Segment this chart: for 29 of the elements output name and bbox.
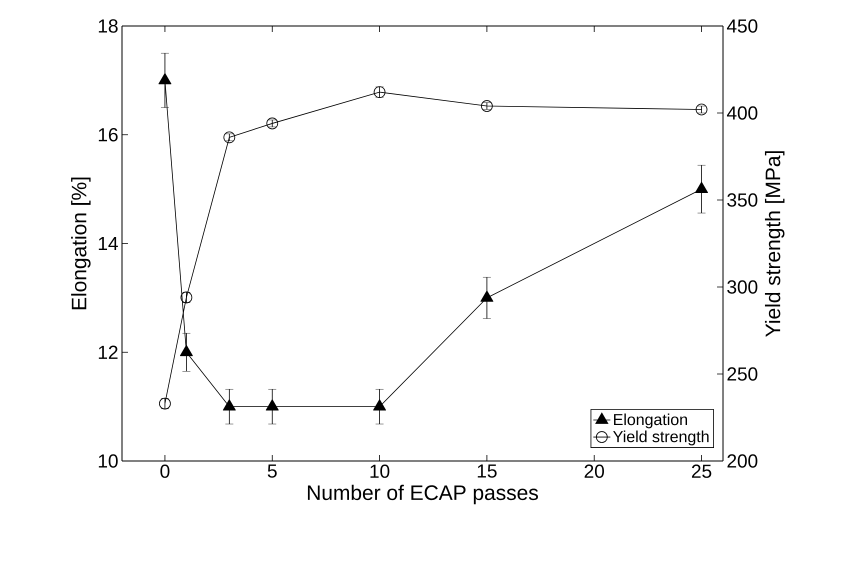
y-tick-label: 18 [98, 19, 118, 33]
y-tick-label: 10 [98, 454, 118, 468]
x-tick-label: 15 [478, 464, 497, 478]
y2-tick-label: 300 [727, 280, 758, 294]
y2-axis-title: Yield strength [MPa] [764, 151, 784, 337]
point [180, 344, 193, 356]
y2-tick-label: 400 [726, 106, 758, 120]
y2-tick-label: 450 [726, 19, 758, 33]
x-tick-label: 0 [160, 464, 170, 478]
y-tick-label: 12 [98, 346, 118, 359]
point [373, 399, 386, 411]
point [695, 182, 708, 194]
y2-tick-label: 200 [727, 454, 758, 468]
y2-tick-label: 250 [727, 367, 758, 381]
point [266, 399, 279, 411]
y2-tick-label: 350 [727, 193, 758, 207]
legend-label: Elongation [614, 413, 688, 428]
legend-label: Yield strength [613, 430, 709, 446]
y-axis-title: Elongation [%] [71, 178, 91, 310]
x-tick-label: 5 [268, 464, 277, 478]
point [158, 73, 172, 84]
point [222, 399, 236, 411]
point [480, 290, 494, 302]
x-axis-title: Number of ECAP passes [308, 484, 538, 504]
x-tick-label: 25 [692, 464, 712, 478]
y-tick-label: 16 [98, 128, 118, 142]
x-tick-label: 20 [584, 464, 604, 478]
y-tick-label: 14 [98, 236, 118, 250]
x-tick-label: 10 [370, 464, 390, 478]
